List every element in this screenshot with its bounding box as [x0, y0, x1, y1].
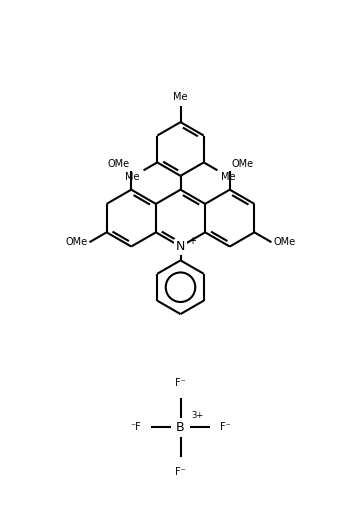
Text: +: + — [188, 236, 196, 246]
Text: OMe: OMe — [65, 237, 88, 247]
Text: OMe: OMe — [273, 237, 296, 247]
Text: 3+: 3+ — [192, 410, 204, 419]
Text: F⁻: F⁻ — [175, 467, 186, 477]
Text: ⁻F: ⁻F — [130, 423, 141, 432]
Text: Me: Me — [221, 172, 236, 182]
Text: B: B — [176, 421, 185, 434]
Text: OMe: OMe — [232, 159, 254, 169]
Text: N: N — [176, 240, 185, 253]
Text: OMe: OMe — [107, 159, 129, 169]
Text: F⁻: F⁻ — [175, 378, 186, 388]
Text: Me: Me — [173, 92, 188, 102]
Text: Me: Me — [125, 172, 140, 182]
Text: F⁻: F⁻ — [220, 423, 231, 432]
